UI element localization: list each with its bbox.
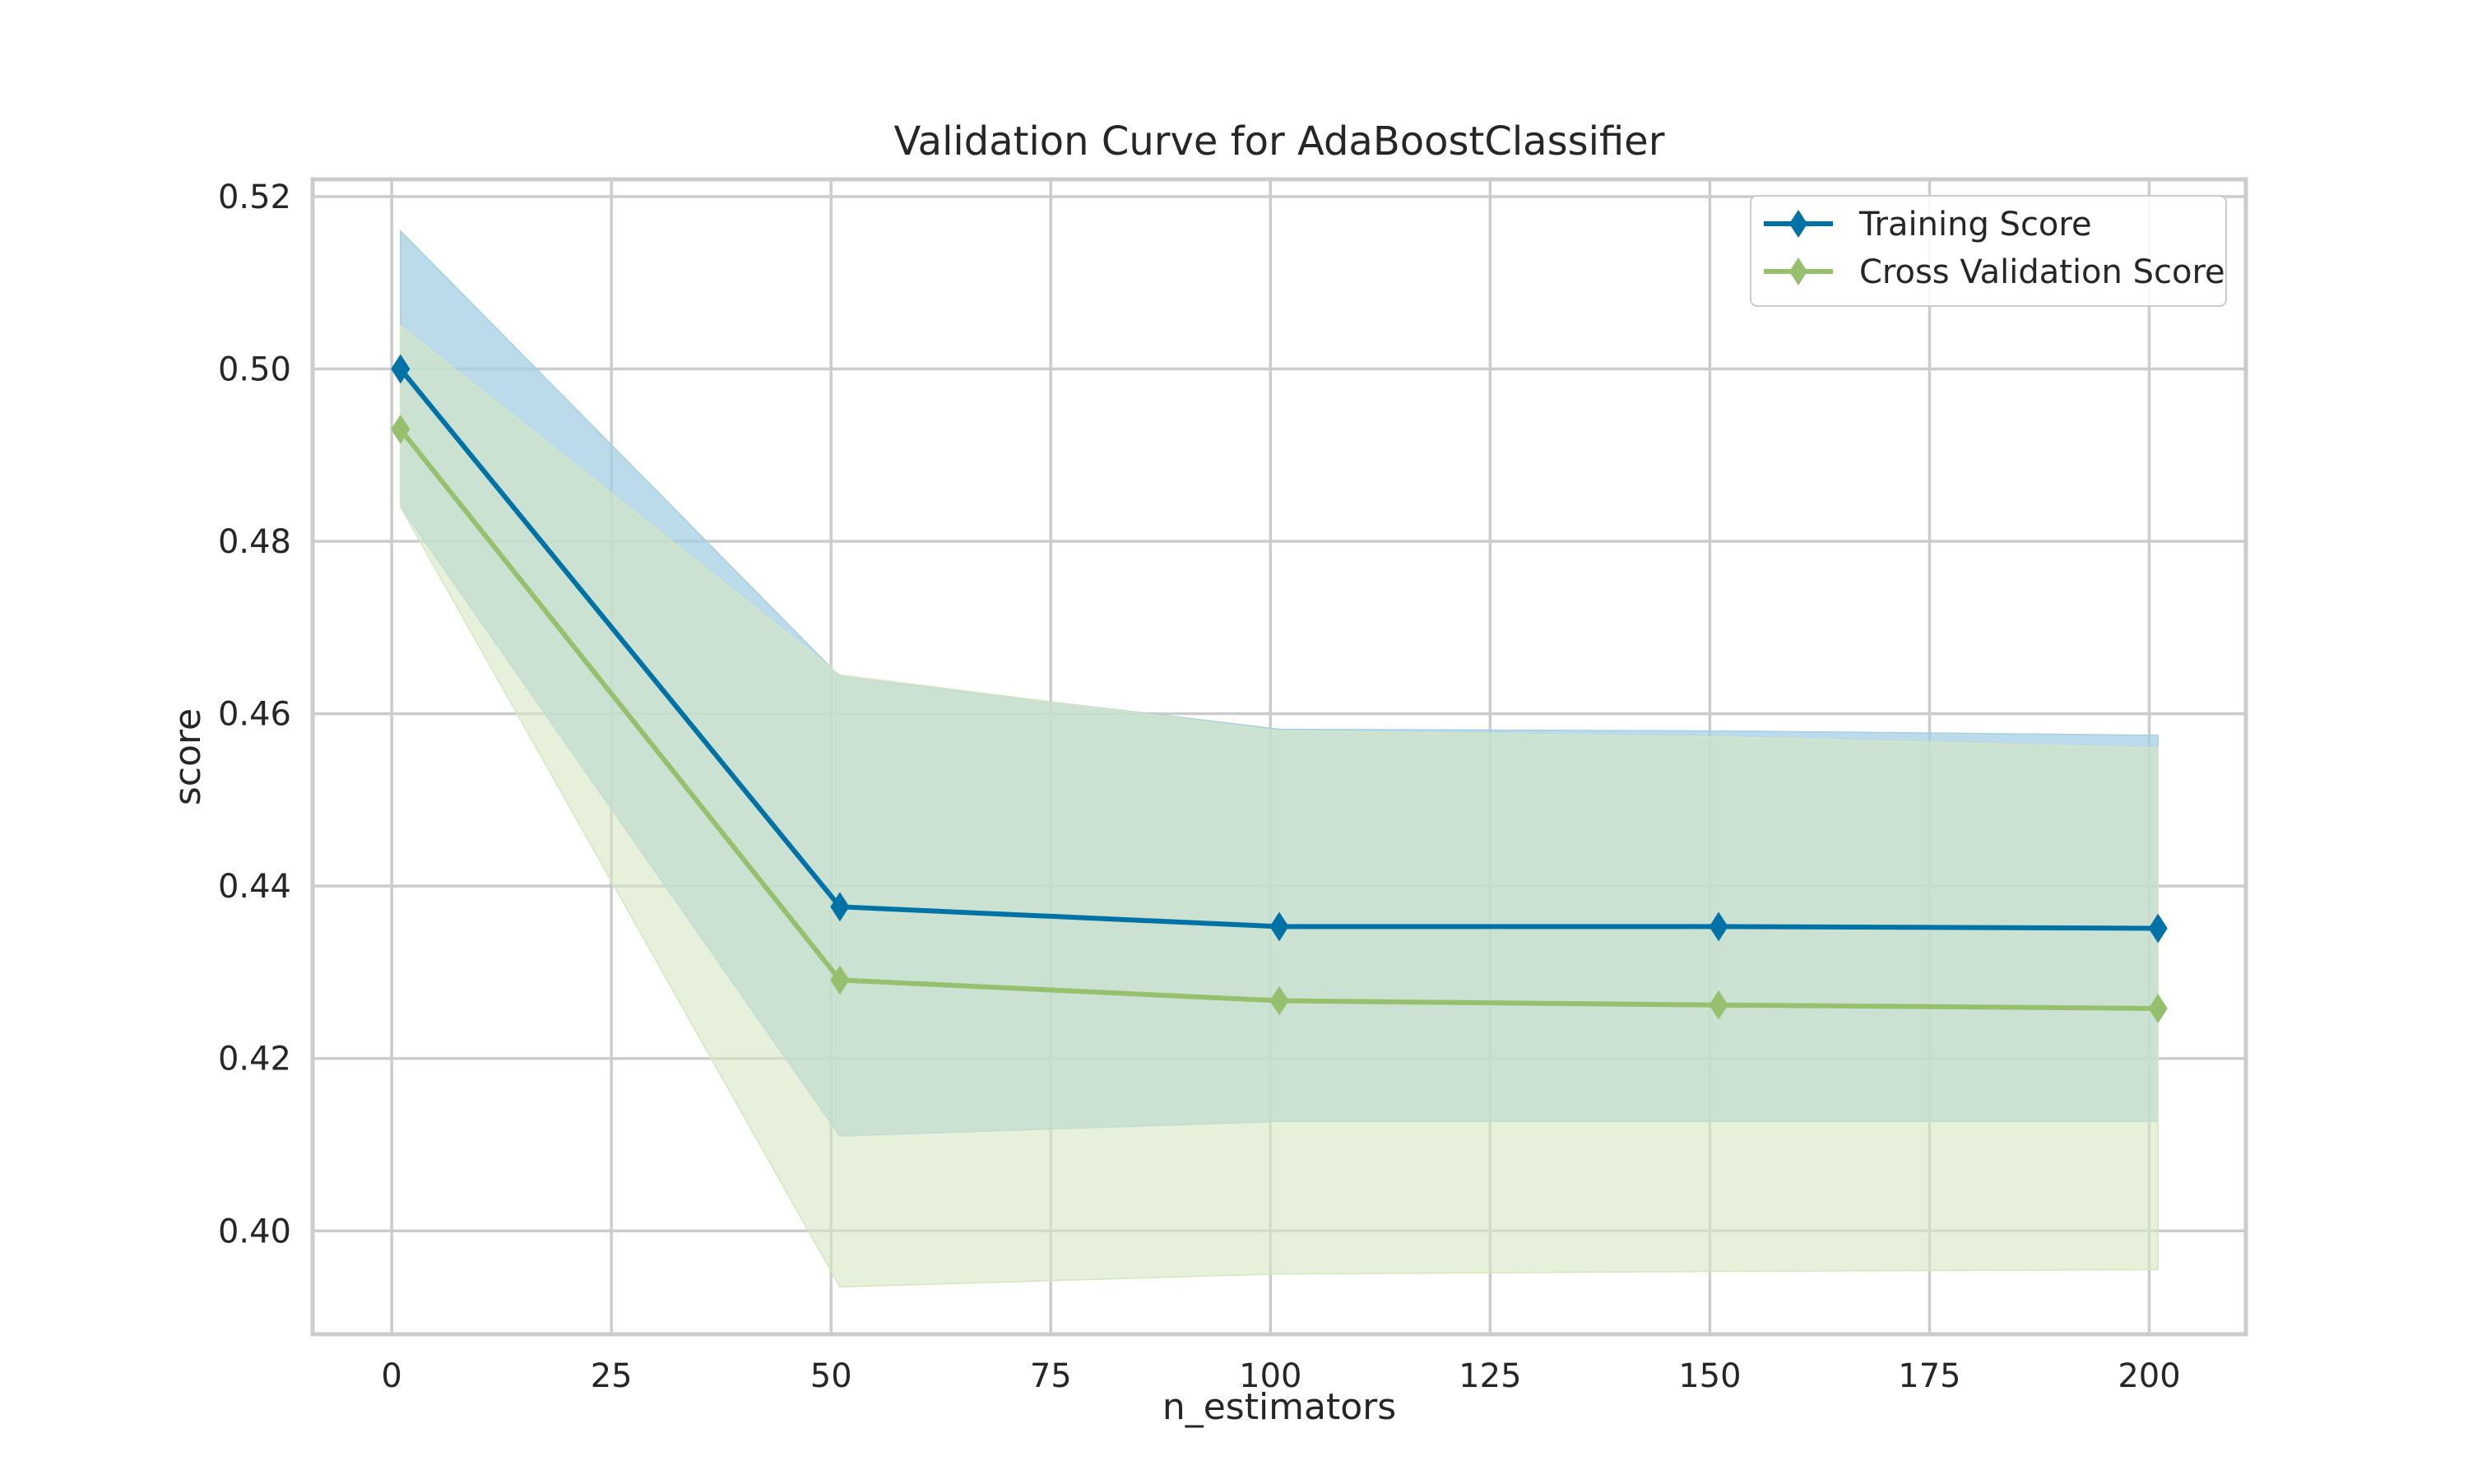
x-tick-label: 200 — [2118, 1357, 2180, 1395]
series-0-point — [2148, 913, 2168, 944]
plot-area: 0 25 50 75 100 125 150 175 200 0.40 0.42 0.44 0.46 0.… — [218, 177, 2248, 1395]
series-1-point — [2148, 994, 2168, 1023]
x-tick-label: 25 — [591, 1357, 633, 1395]
y-axis-title: score — [167, 708, 209, 805]
x-tick-label: 0 — [381, 1357, 401, 1395]
y-tick-label: 0.46 — [218, 696, 291, 734]
x-tick-label: 125 — [1459, 1357, 1521, 1395]
series-0-point — [830, 892, 850, 922]
chart-title: Validation Curve for AdaBoostClassifier — [894, 118, 1665, 165]
legend-marker — [1789, 257, 1807, 285]
y-tick-label: 0.50 — [218, 351, 291, 389]
legend: Training Score Cross Validation Score — [1750, 195, 2227, 307]
legend-label: Training Score — [1858, 206, 2092, 243]
x-tick-label: 175 — [1898, 1357, 1960, 1395]
series-0-point — [1269, 911, 1289, 942]
series-0-point — [391, 354, 411, 384]
series-1-point — [1709, 990, 1728, 1020]
series-1-point — [830, 965, 850, 995]
x-tick-label: 100 — [1239, 1357, 1301, 1395]
legend-box — [1750, 195, 2227, 307]
confidence-band-1 — [400, 324, 2159, 1288]
legend-label: Cross Validation Score — [1859, 253, 2225, 291]
y-tick-label: 0.52 — [218, 179, 291, 216]
y-tick-label: 0.48 — [218, 523, 291, 561]
plot-frame — [310, 177, 2248, 1337]
series-0-point — [1709, 911, 1728, 942]
series-1-point — [1269, 985, 1289, 1016]
x-axis-title: n_estimators — [1162, 1386, 1396, 1428]
y-tick-label: 0.42 — [218, 1041, 291, 1078]
legend-marker — [1789, 210, 1807, 238]
x-tick-label: 150 — [1678, 1357, 1741, 1395]
series-1-point — [391, 414, 411, 444]
y-tick-label: 0.40 — [218, 1213, 291, 1250]
y-tick-label: 0.44 — [218, 868, 291, 906]
x-tick-label: 50 — [810, 1357, 852, 1395]
x-tick-label: 75 — [1030, 1357, 1072, 1395]
